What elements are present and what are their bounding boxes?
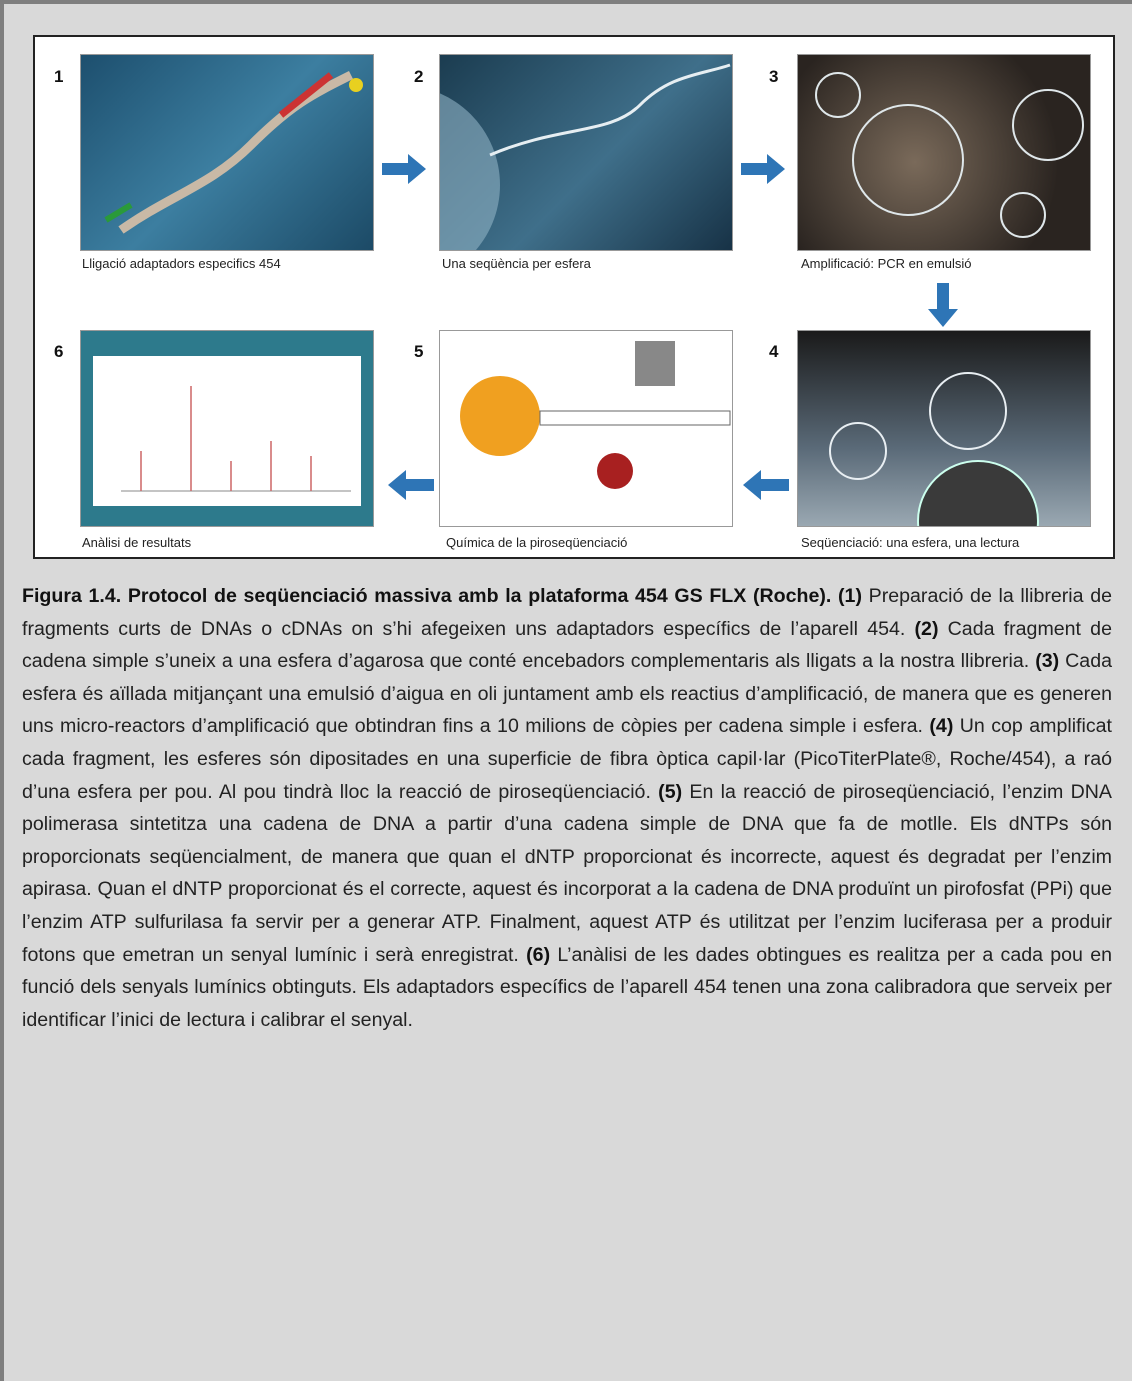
panel-label: Seqüenciació: una esfera, una lectura [801, 535, 1020, 550]
step-text: Preparació de la llibreria de fragments … [22, 585, 1112, 640]
panel-image [797, 330, 1091, 527]
panel-image [439, 330, 733, 527]
panel-label: Química de la piroseqüenciació [446, 535, 628, 550]
figure: 1 Lligació adaptadors especifics 454 2 U… [33, 35, 1115, 559]
step-marker: (4) [929, 715, 954, 738]
image-art [815, 72, 1084, 238]
arrow [928, 283, 958, 327]
caption: Figura 1.4. Protocol de seqüenciació mas… [22, 580, 1112, 1036]
panel-image [80, 54, 374, 251]
panel-number: 2 [414, 67, 424, 86]
arrow [382, 154, 426, 184]
panel-label: Anàlisi de resultats [82, 535, 192, 550]
step-marker: (5) [658, 780, 683, 803]
image-art [829, 372, 1039, 526]
panel-number: 3 [769, 67, 779, 86]
panel-image [80, 330, 374, 527]
panel-number: 5 [414, 342, 424, 361]
step-text: Cada esfera és aïllada mitjançant una em… [22, 650, 1112, 738]
image-art [104, 70, 363, 234]
image-art [460, 341, 731, 489]
arrow [743, 470, 789, 500]
step-marker: (2) [914, 617, 939, 640]
panel-label: Amplificació: PCR en emulsió [801, 256, 972, 271]
step-text: Cada fragment de cadena simple s’uneix a… [22, 617, 1112, 673]
step-marker: (3) [1035, 650, 1060, 673]
step-text: En la reacció de piroseqüenciació, l’enz… [22, 780, 1112, 966]
arrow [388, 470, 434, 500]
step-text: Un cop amplificat cada fragment, les esf… [22, 715, 1112, 803]
panel-image [439, 54, 733, 251]
image-art [440, 63, 731, 250]
caption-title: Figura 1.4. Protocol de seqüenciació mas… [22, 585, 832, 607]
step-marker: (6) [526, 943, 551, 966]
panel-label: Lligació adaptadors especifics 454 [82, 256, 281, 271]
panel-number: 6 [54, 342, 64, 361]
panel-label: Una seqüència per esfera [442, 256, 591, 271]
image-art [93, 356, 361, 506]
panel-number: 4 [769, 342, 779, 361]
arrow [741, 154, 785, 184]
step-text: L’anàlisi de les dades obtingues es real… [22, 943, 1112, 1031]
panel-number: 1 [54, 67, 64, 86]
panel-image [797, 54, 1091, 251]
step-marker: (1) [838, 585, 862, 607]
